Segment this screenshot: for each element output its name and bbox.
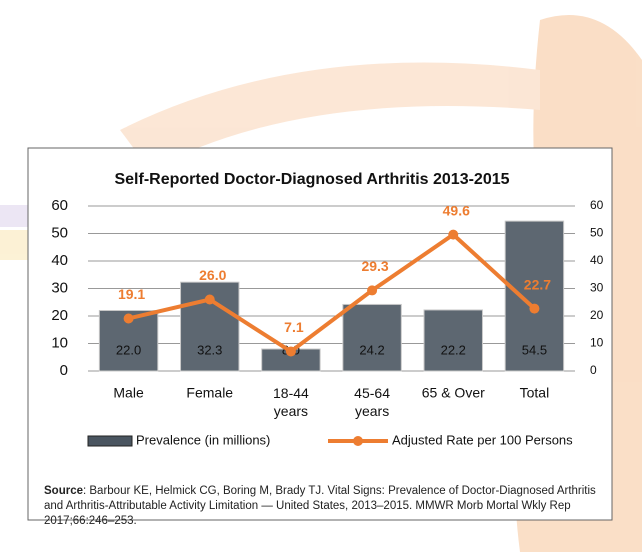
y2-tick-label: 30 xyxy=(590,281,604,295)
bar-value-label: 22.2 xyxy=(441,342,466,357)
x-tick-label: 65 & Over xyxy=(422,385,485,401)
y-tick-label: 30 xyxy=(51,279,68,296)
y2-tick-label: 50 xyxy=(590,226,604,240)
line-marker xyxy=(205,295,215,305)
bar-value-label: 24.2 xyxy=(359,342,384,357)
legend-swatch-marker xyxy=(353,436,363,446)
x-tick-label-line: 45-64 xyxy=(354,385,390,401)
y2-tick-label: 0 xyxy=(590,363,597,377)
source-text: : Barbour KE, Helmick CG, Boring M, Brad… xyxy=(44,485,596,527)
y-tick-label: 50 xyxy=(51,224,68,241)
line-marker xyxy=(367,285,377,295)
x-tick-label-line: years xyxy=(355,403,389,419)
x-tick-label: Total xyxy=(520,385,550,401)
y2-tick-label: 10 xyxy=(590,336,604,350)
bar-value-label: 32.3 xyxy=(197,342,222,357)
y2-tick-label: 60 xyxy=(590,198,604,212)
y-tick-label: 60 xyxy=(51,197,68,214)
y-tick-label: 40 xyxy=(51,252,68,269)
y-tick-label: 10 xyxy=(51,334,68,351)
page: Self-Reported Doctor-Diagnosed Arthritis… xyxy=(0,0,642,552)
line-value-label: 22.7 xyxy=(524,276,551,292)
x-tick-label-line: 18-44 xyxy=(273,385,309,401)
y-tick-label: 0 xyxy=(60,362,68,379)
x-tick-label: Female xyxy=(186,385,233,401)
line-value-label: 29.3 xyxy=(361,258,388,274)
line-marker xyxy=(448,230,458,240)
source-label: Source xyxy=(44,485,83,497)
chart-title: Self-Reported Doctor-Diagnosed Arthritis… xyxy=(114,171,509,188)
line-marker xyxy=(124,313,134,323)
line-marker xyxy=(286,346,296,356)
chart: Self-Reported Doctor-Diagnosed Arthritis… xyxy=(0,0,642,552)
x-tick-label: Male xyxy=(113,385,144,401)
line-marker xyxy=(529,304,539,314)
legend-swatch xyxy=(88,436,132,446)
y2-tick-label: 40 xyxy=(590,253,604,267)
bar-value-label: 22.0 xyxy=(116,342,141,357)
bar-value-label: 54.5 xyxy=(522,342,547,357)
bar xyxy=(424,310,482,371)
x-tick-label-line: years xyxy=(274,403,308,419)
line-value-label: 19.1 xyxy=(118,286,145,302)
line-value-label: 49.6 xyxy=(443,202,470,218)
bar xyxy=(343,304,401,371)
legend-label: Adjusted Rate per 100 Persons xyxy=(392,432,573,447)
legend-label: Prevalence (in millions) xyxy=(136,432,270,447)
y2-tick-label: 20 xyxy=(590,308,604,322)
line-value-label: 7.1 xyxy=(284,319,304,335)
line-value-label: 26.0 xyxy=(199,267,226,283)
y-tick-label: 20 xyxy=(51,307,68,324)
source-note: Source: Barbour KE, Helmick CG, Boring M… xyxy=(44,484,600,529)
